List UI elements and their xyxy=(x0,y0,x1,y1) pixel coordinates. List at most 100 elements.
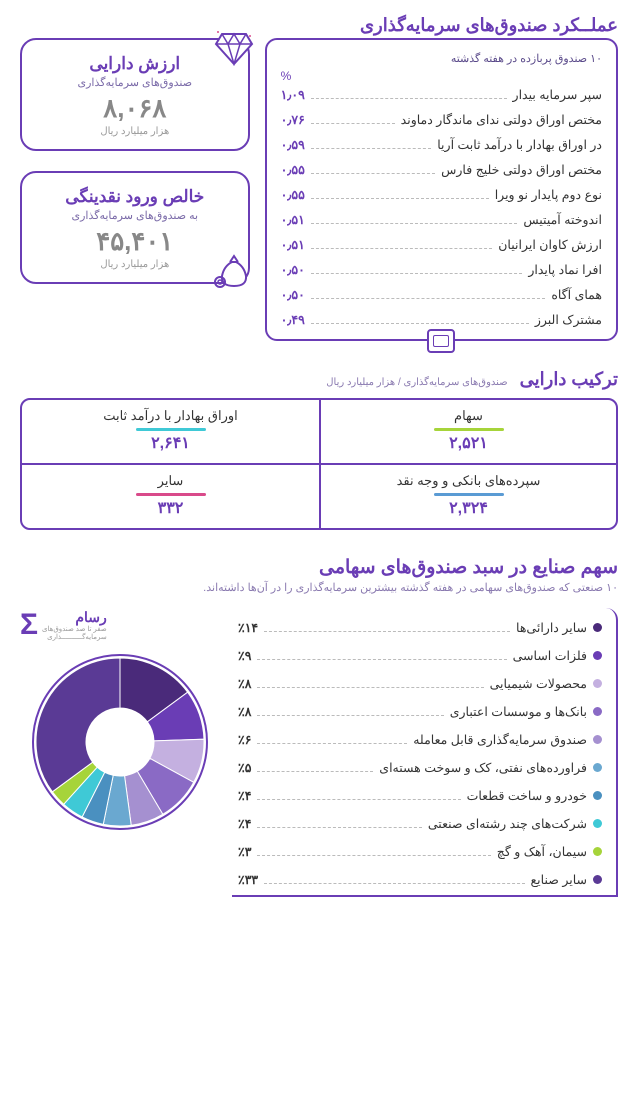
dash xyxy=(311,242,492,250)
industry-item: سیمان، آهک و گچ٪۳ xyxy=(238,844,602,859)
asset-title: ارزش دارایی xyxy=(32,54,238,74)
fund-row: افرا نماد پایدار۰٫۵۰ xyxy=(281,262,602,277)
comp-value: ۲,۳۲۴ xyxy=(333,498,604,518)
bullet-icon xyxy=(593,847,602,856)
industry-item: بانک‌ها و موسسات اعتباری ٪۸ xyxy=(238,704,602,719)
inflow-card: خالص ورود نقدینگی به صندوق‌های سرمایه‌گذ… xyxy=(20,171,250,284)
fund-value: ۰٫۵۹ xyxy=(281,137,305,152)
dash xyxy=(311,267,523,275)
fund-name: سپر سرمایه بیدار xyxy=(513,87,602,102)
money-bag-icon xyxy=(214,252,254,290)
composition-subtitle: صندوق‌های سرمایه‌گذاری / هزار میلیارد ری… xyxy=(326,377,507,388)
fund-name: اندوخته آمیتیس xyxy=(523,212,602,227)
bullet-icon xyxy=(593,875,602,884)
performance-subtitle: ۱۰ صندوق پربازده در هفته گذشته xyxy=(281,52,602,65)
dash xyxy=(311,117,395,125)
fund-name: مشترک البرز xyxy=(535,312,602,327)
fund-value: ۰٫۵۰ xyxy=(281,287,305,302)
asset-value-card: ارزش دارایی صندوق‌های سرمایه‌گذاری ۸,۰۶۸… xyxy=(20,38,250,151)
industry-item: صندوق سرمایه‌گذاری قابل معامله٪۶ xyxy=(238,732,602,747)
fund-value: ۰٫۴۹ xyxy=(281,312,305,327)
dash xyxy=(311,292,546,300)
asset-subtitle: صندوق‌های سرمایه‌گذاری xyxy=(32,76,238,89)
dash xyxy=(257,821,421,829)
safe-icon xyxy=(427,329,455,353)
dash xyxy=(311,92,507,100)
side-column: ارزش دارایی صندوق‌های سرمایه‌گذاری ۸,۰۶۸… xyxy=(20,38,250,341)
industry-item: خودرو و ساخت قطعات٪۴ xyxy=(238,788,602,803)
industries-row: سایر دارائی‌ها٪۱۴فلزات اساسی٪۹محصولات شی… xyxy=(20,608,618,897)
fund-name: مختص اوراق دولتی خلیج فارس xyxy=(441,162,602,177)
bullet-icon xyxy=(593,819,602,828)
fund-name: مختص اوراق دولتی ندای ماندگار دماوند xyxy=(401,112,602,127)
composition-cell: سایر۳۳۲ xyxy=(22,465,319,528)
fund-row: در اوراق بهادار با درآمد ثابت آریا۰٫۵۹ xyxy=(281,137,602,152)
donut-chart xyxy=(30,652,210,832)
comp-value: ۳۳۲ xyxy=(34,498,307,518)
industries-subtitle: ۱۰ صنعتی که صندوق‌های سهامی در هفته گذشت… xyxy=(20,581,618,594)
bullet-icon xyxy=(593,651,602,660)
comp-label: اوراق بهادار با درآمد ثابت xyxy=(34,408,307,424)
diamond-icon xyxy=(214,30,254,66)
donut-slice xyxy=(36,658,120,792)
top-row: ۱۰ صندوق پربازده در هفته گذشته % سپر سرم… xyxy=(20,38,618,341)
inflow-title: خالص ورود نقدینگی xyxy=(32,187,238,207)
fund-value: ۱٫۰۹ xyxy=(281,87,305,102)
dash xyxy=(257,653,506,661)
inflow-subtitle: به صندوق‌های سرمایه‌گذاری xyxy=(32,209,238,222)
comp-value: ۲,۶۴۱ xyxy=(34,433,307,453)
industry-pct: ٪۳۳ xyxy=(238,872,258,887)
fund-row: اندوخته آمیتیس ۰٫۵۱ xyxy=(281,212,602,227)
performance-panel: ۱۰ صندوق پربازده در هفته گذشته % سپر سرم… xyxy=(265,38,618,341)
composition-title: ترکیب دارایی xyxy=(520,369,618,390)
industry-pct: ٪۸ xyxy=(238,676,251,691)
comp-label: سهام xyxy=(333,408,604,424)
industry-item: محصولات شیمیایی ٪۸ xyxy=(238,676,602,691)
asset-value: ۸,۰۶۸ xyxy=(32,93,238,124)
fund-value: ۰٫۵۱ xyxy=(281,212,305,227)
industries-title: سهم صنایع در سبد صندوق‌های سهامی xyxy=(20,556,618,579)
comp-bar xyxy=(434,493,504,496)
dash xyxy=(311,317,529,325)
dash xyxy=(311,142,431,150)
dash xyxy=(257,765,373,773)
dash xyxy=(257,709,443,717)
dash xyxy=(311,192,489,200)
dash xyxy=(311,167,435,175)
bullet-icon xyxy=(593,791,602,800)
industry-pct: ٪۶ xyxy=(238,732,251,747)
industry-item: شرکت‌های چند رشته‌ای صنعتی٪۴ xyxy=(238,816,602,831)
comp-label: سپرده‌های بانکی و وجه نقد xyxy=(333,473,604,489)
dash xyxy=(257,737,407,745)
composition-table: سهام ۲,۵۲۱ اوراق بهادار با درآمد ثابت ۲,۶۴۱… xyxy=(20,398,618,530)
industry-pct: ٪۳ xyxy=(238,844,251,859)
industry-name: شرکت‌های چند رشته‌ای صنعتی xyxy=(428,816,587,831)
industry-pct: ٪۸ xyxy=(238,704,251,719)
fund-value: ۰٫۵۰ xyxy=(281,262,305,277)
fund-row: مشترک البرز ۰٫۴۹ xyxy=(281,312,602,327)
industry-item: سایر دارائی‌ها٪۱۴ xyxy=(238,620,602,635)
fund-row: ارزش کاوان ایرانیان۰٫۵۱ xyxy=(281,237,602,252)
fund-row: سپر سرمایه بیدار ۱٫۰۹ xyxy=(281,87,602,102)
dash xyxy=(264,625,510,633)
inflow-value: ۴۵,۴۰۱ xyxy=(32,226,238,257)
asset-unit: هزار میلیارد ریال xyxy=(32,126,238,137)
comp-value: ۲,۵۲۱ xyxy=(333,433,604,453)
percent-header: % xyxy=(281,69,602,83)
comp-bar xyxy=(434,428,504,431)
bullet-icon xyxy=(593,707,602,716)
industry-item: سایر صنایع ٪۳۳ xyxy=(238,872,602,887)
industry-name: بانک‌ها و موسسات اعتباری xyxy=(450,704,587,719)
composition-cell: سهام ۲,۵۲۱ xyxy=(319,400,616,465)
fund-row: همای آگاه۰٫۵۰ xyxy=(281,287,602,302)
industry-name: محصولات شیمیایی xyxy=(490,676,587,691)
fund-row: مختص اوراق دولتی خلیج فارس ۰٫۵۵ xyxy=(281,162,602,177)
performance-title: عملــکرد صندوق‌های سرمایه‌گذاری xyxy=(20,15,618,36)
industries-list: سایر دارائی‌ها٪۱۴فلزات اساسی٪۹محصولات شی… xyxy=(238,620,602,887)
fund-value: ۰٫۵۵ xyxy=(281,162,305,177)
industry-name: خودرو و ساخت قطعات xyxy=(467,788,587,803)
composition-cell: سپرده‌های بانکی و وجه نقد ۲,۳۲۴ xyxy=(319,465,616,528)
logo: رسام صفر تا صد صندوق‌هایسرمایه‌گــــــــ… xyxy=(20,608,107,642)
industry-name: سایر دارائی‌ها xyxy=(516,620,587,635)
industry-name: سایر صنایع xyxy=(531,872,587,887)
